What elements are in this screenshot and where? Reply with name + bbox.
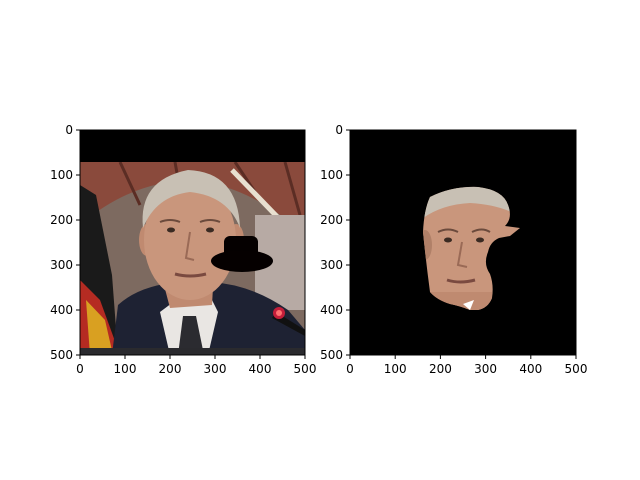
left-x-tick-label: 500 [294, 362, 317, 376]
right-image [350, 130, 576, 355]
right-x-tick-label: 200 [429, 362, 452, 376]
left-x-tick-label: 400 [249, 362, 272, 376]
left-y-tick-label: 500 [50, 348, 73, 362]
right-y-tick-label: 300 [320, 258, 343, 272]
left-x-tick-label: 200 [159, 362, 182, 376]
left-axes-frame [79, 129, 306, 356]
left-image [80, 130, 305, 355]
right-y-tick-label: 100 [320, 168, 343, 182]
right-x-tick-label: 400 [519, 362, 542, 376]
right-x-tick-label: 100 [384, 362, 407, 376]
right-y-tick-label: 0 [335, 123, 343, 137]
right-axes-frame [349, 129, 577, 356]
right-tick-marks [346, 129, 577, 359]
hat-shape [211, 236, 273, 272]
right-y-tick-label: 400 [320, 303, 343, 317]
left-y-tick-label: 300 [50, 258, 73, 272]
right-x-tick-label: 500 [565, 362, 588, 376]
left-y-tick-label: 400 [50, 303, 73, 317]
right-y-tick-label: 500 [320, 348, 343, 362]
right-y-tick-label: 200 [320, 213, 343, 227]
left-y-tick-label: 0 [65, 123, 73, 137]
left-y-tick-label: 100 [50, 168, 73, 182]
left-x-tick-label: 100 [114, 362, 137, 376]
left-x-tick-label: 0 [76, 362, 84, 376]
right-x-tick-label: 300 [474, 362, 497, 376]
right-x-tick-label: 0 [346, 362, 354, 376]
left-x-tick-label: 300 [204, 362, 227, 376]
left-tick-marks [76, 129, 306, 359]
left-y-tick-label: 200 [50, 213, 73, 227]
